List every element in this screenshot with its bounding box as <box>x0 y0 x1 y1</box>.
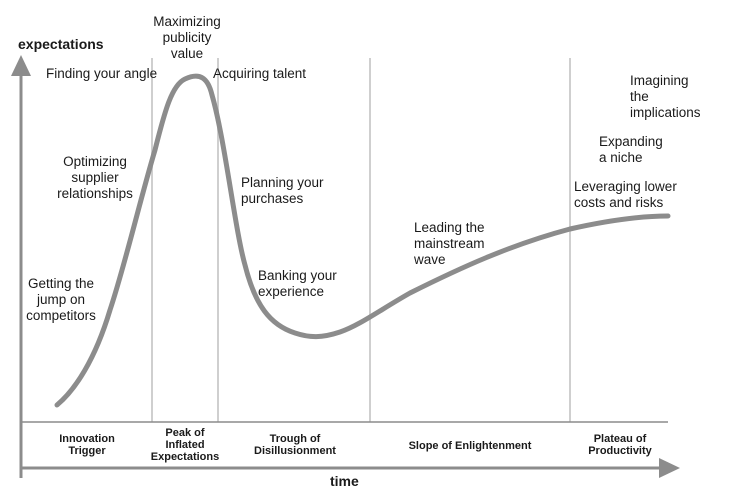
x-axis-arrowhead <box>659 458 680 478</box>
annotation-expanding: Expanding a niche <box>599 134 663 165</box>
y-axis-arrowhead <box>11 55 31 76</box>
y-axis-title: expectations <box>18 36 104 52</box>
phase-label-plateau: Plateau of Productivity <box>588 433 652 457</box>
annotation-finding-angle: Finding your angle <box>46 66 158 81</box>
annotation-banking: Banking your experience <box>258 268 337 299</box>
hype-curve <box>54 73 671 408</box>
annotation-maximizing: Maximizing publicity value <box>153 14 221 61</box>
annotation-getting-jump: Getting the jump on competitors <box>26 276 96 323</box>
x-axis-title: time <box>330 473 359 489</box>
annotation-leading: Leading the mainstream wave <box>414 220 485 267</box>
annotation-leveraging: Leveraging lower costs and risks <box>574 179 677 210</box>
annotation-optimizing: Optimizing supplier relationships <box>57 154 133 201</box>
annotation-imagining: Imagining the implications <box>630 73 701 120</box>
phase-label-slope: Slope of Enlightenment <box>408 440 532 452</box>
phase-label-innovation-trigger: Innovation Trigger <box>59 433 115 457</box>
phase-label-peak: Peak of Inflated Expectations <box>150 427 220 463</box>
phase-label-trough: Trough of Disillusionment <box>254 433 336 457</box>
annotation-planning: Planning your purchases <box>241 175 324 206</box>
annotation-acquiring: Acquiring talent <box>213 66 307 81</box>
